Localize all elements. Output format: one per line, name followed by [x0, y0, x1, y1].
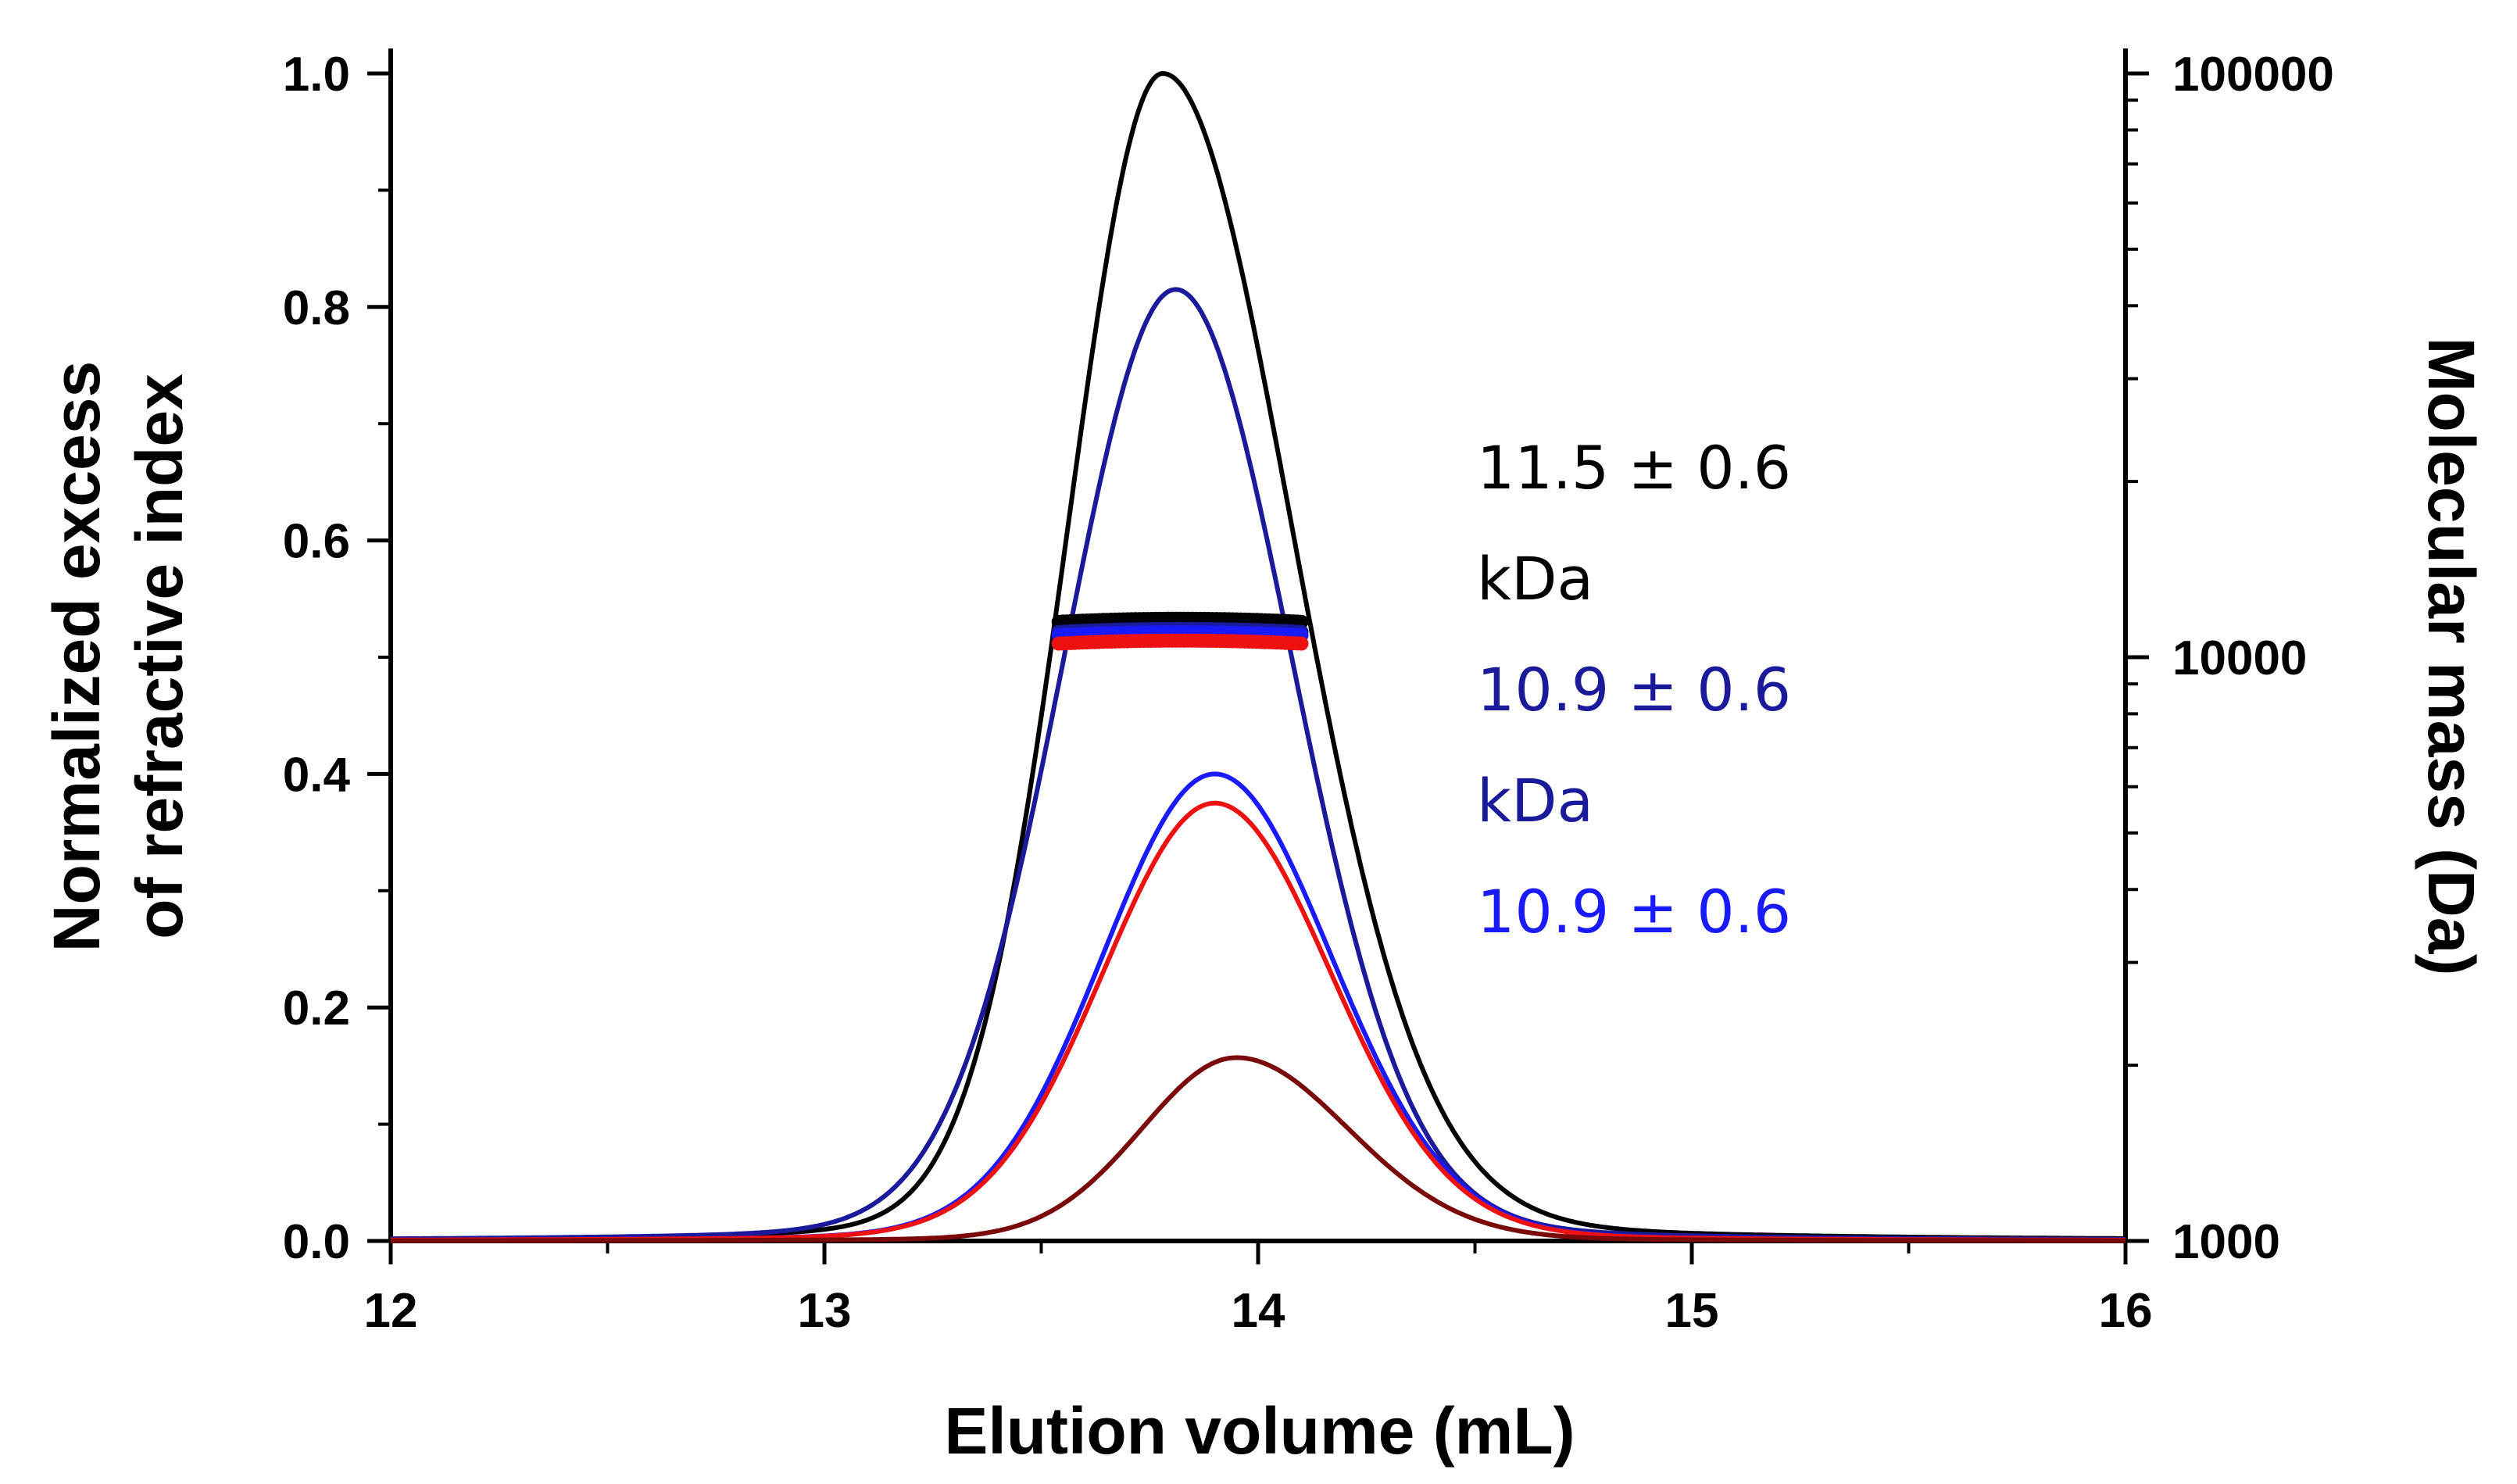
- mass-annotation-2-line-2: kDa: [1477, 766, 1593, 835]
- ri-curve-1: [390, 71, 2126, 1242]
- y-tick-label: 0.4: [283, 748, 351, 802]
- y-tick-label: 0.2: [283, 982, 350, 1035]
- x-tick-label: 16: [2099, 1284, 2153, 1338]
- mass-annotation-1-line-2: kDa: [1477, 544, 1593, 613]
- y2-tick-label: 1000: [2172, 1215, 2280, 1269]
- y-tick-label: 0.0: [283, 1215, 350, 1269]
- x-tick-label: 12: [364, 1284, 418, 1338]
- x-tick-label: 15: [1665, 1284, 1719, 1338]
- y-tick-label: 1.0: [283, 48, 350, 102]
- mass-series: [1051, 611, 1309, 651]
- ri-curve-5: [390, 1055, 2126, 1243]
- y-tick-label: 0.6: [283, 515, 350, 569]
- x-axis-title: Elution volume (mL): [944, 1394, 1575, 1468]
- mass-annotations: 11.5 ± 0.6 kDa 10.9 ± 0.6 kDa 10.9 ± 0.6: [1477, 433, 1791, 946]
- y-tick-label: 0.8: [283, 281, 350, 335]
- ri-curve-4: [390, 800, 2126, 1243]
- ri-curves: [390, 71, 2126, 1243]
- y2-tick-label: 10000: [2172, 631, 2307, 685]
- ri-curve-2: [390, 287, 2126, 1242]
- mass-point: [1294, 636, 1309, 651]
- axes: 12 13 14 15 16 0.0 0.2 0.4 0.6 0.8 1.0 1000 10000 100…: [283, 48, 2334, 1338]
- mass-annotation-2-line-1: 10.9 ± 0.6: [1477, 655, 1791, 724]
- x-tick-label: 14: [1232, 1284, 1285, 1338]
- mass-annotation-1-line-1: 11.5 ± 0.6: [1477, 433, 1791, 502]
- y-axis-title-line-1: Normalized excess: [40, 361, 113, 952]
- mass-series-4: [1051, 633, 1309, 651]
- y2-axis-title: Molecular mass (Da): [2415, 338, 2488, 976]
- ri-curve-3: [390, 771, 2126, 1243]
- x-tick-label: 13: [798, 1284, 852, 1338]
- y-axis-title-line-2: of refractive index: [123, 374, 196, 939]
- y2-tick-label: 100000: [2172, 48, 2334, 102]
- mass-annotation-3-line-1: 10.9 ± 0.6: [1477, 877, 1791, 946]
- labels: Elution volume (mL) Normalized excess of…: [40, 338, 2488, 1468]
